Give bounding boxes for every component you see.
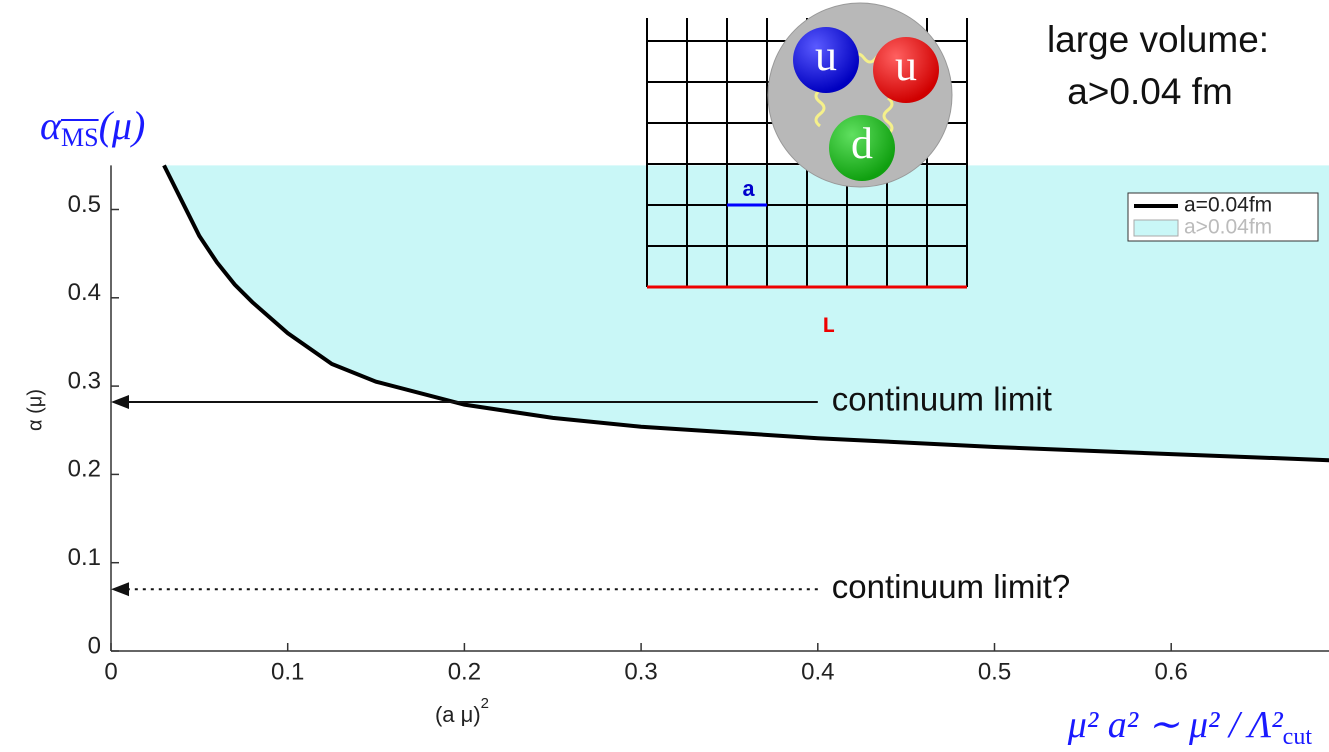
annotation: continuum limit? [832,568,1070,605]
area [164,165,1329,461]
inset-caption: a>0.04 fm [1067,71,1233,112]
arrow-head [111,394,129,409]
y-math-sub: MS [61,123,99,152]
y-math-tail: (μ) [99,103,146,148]
x-tick-label: 0.5 [978,658,1011,685]
legend-label: a>0.04fm [1184,216,1272,239]
quark-label: u [815,31,837,80]
quark-label: d [851,119,873,168]
annotation: continuum limit [832,381,1052,418]
y-axis-label: α (μ) [24,389,46,431]
y-math-main: α [40,103,62,148]
line [162,164,1329,463]
y-tick-label: 0.5 [68,191,101,218]
x-math-sub: cut [1283,724,1313,750]
box-size-label: L [822,314,835,339]
x-tick-label: 0.1 [271,658,304,685]
y-tick-label: 0 [88,632,101,659]
x-tick-label: 0.3 [624,658,657,685]
inset-caption: large volume: [1047,19,1269,60]
x-axis-label: (a μ)2 [435,695,489,727]
x-axis-label-text: (a μ) [435,702,481,727]
quark-label: u [895,41,917,90]
x-tick-label: 0.6 [1155,658,1188,685]
x-axis-label-sup: 2 [481,695,489,712]
x-math-main: μ² a² ∼ μ² / Λ² [1067,704,1283,746]
y-math-label: αMS(μ) [40,103,145,152]
y-tick-label: 0.3 [68,367,101,394]
quark [829,115,895,181]
arrow-head [111,582,129,597]
legend-swatch [1133,219,1179,237]
y-tick-label: 0.1 [68,544,101,571]
x-tick-label: 0.4 [801,658,834,685]
quark [873,37,939,103]
plot-area: 0 0.1 0.2 0.3 0.4 0.5 0 0.1 0.2 0.3 0.4 0.5 0.6 α (μ)… [24,103,1329,750]
x-tick-label: 0.2 [448,658,481,685]
spacing-label: a [742,178,755,203]
x-tick-label: 0 [104,658,117,685]
y-tick-label: 0.4 [68,279,101,306]
y-tick-label: 0.2 [68,456,101,483]
quark [793,27,859,93]
lattice-inset: a L u u d large volume: a>0.04 fm a=0.04… [646,2,1319,339]
x-math-label: μ² a² ∼ μ² / Λ²cut [1067,704,1313,750]
legend-label: a=0.04fm [1184,194,1272,217]
